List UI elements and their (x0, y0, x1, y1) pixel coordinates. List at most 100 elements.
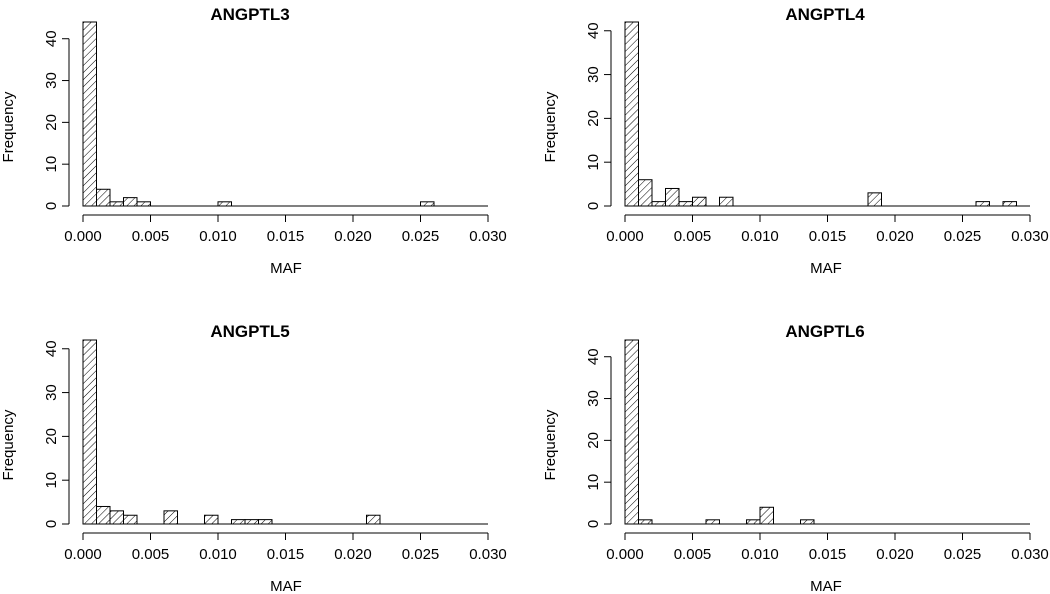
x-tick-label: 0.015 (267, 546, 305, 563)
y-tick-label: 10 (585, 154, 602, 171)
x-tick-label: 0.015 (267, 228, 305, 245)
y-tick-label: 0 (43, 202, 60, 210)
histogram-bar (975, 201, 990, 207)
x-tick-label: 0.030 (1011, 228, 1049, 245)
y-tick-label: 0 (43, 520, 60, 528)
histogram-bar (96, 505, 111, 525)
x-tick-label: 0.025 (944, 546, 982, 563)
histogram-bar (82, 339, 97, 525)
histogram-bar (624, 21, 639, 207)
histogram-bar (123, 514, 138, 525)
histogram-bar (651, 201, 666, 207)
y-axis-label: Frequency (0, 91, 17, 162)
histogram-bar (204, 514, 219, 525)
histogram-bar (244, 519, 259, 525)
bar-group (82, 21, 488, 207)
y-tick-label: 10 (43, 156, 60, 173)
x-tick-label: 0.015 (809, 546, 847, 563)
panel-title: ANGPTL3 (210, 5, 289, 24)
x-tick-label: 0.000 (606, 546, 644, 563)
x-tick-label: 0.025 (402, 228, 440, 245)
histogram-bar (420, 201, 435, 207)
histogram-bar (678, 201, 693, 207)
histogram-bar (123, 197, 138, 207)
histogram-bar (109, 201, 124, 207)
y-tick-label: 30 (585, 390, 602, 407)
x-tick-label: 0.005 (674, 546, 712, 563)
y-tick-label: 20 (43, 114, 60, 131)
histogram-bar (366, 514, 381, 525)
x-axis-label: MAF (810, 578, 842, 594)
y-axis-label: Frequency (542, 409, 559, 480)
bar-group (624, 339, 1030, 525)
y-tick-label: 20 (585, 110, 602, 127)
x-tick-label: 0.000 (64, 546, 102, 563)
x-axis-label: MAF (270, 578, 302, 594)
axes: 0.000 0.005 0.010 0.015 0.020 0.025 0.030 0 10 20… (43, 30, 507, 245)
y-tick-label: 30 (585, 66, 602, 83)
histogram-bar (867, 192, 882, 207)
x-tick-label: 0.030 (1011, 546, 1049, 563)
y-tick-label: 30 (43, 384, 60, 401)
x-tick-label: 0.005 (674, 228, 712, 245)
y-tick-label: 30 (43, 72, 60, 89)
x-tick-label: 0.020 (334, 546, 372, 563)
histogram-bar (258, 519, 273, 525)
x-tick-label: 0.025 (944, 228, 982, 245)
histogram-bar (96, 188, 111, 207)
axes: 0.000 0.005 0.010 0.015 0.020 0.025 0.030 0 10 20… (585, 348, 1049, 563)
histogram-bar (692, 196, 707, 207)
histogram-bar (109, 510, 124, 525)
histogram-bar (163, 510, 178, 525)
x-tick-label: 0.010 (199, 546, 237, 563)
panel-angptl4: ANGPTL4 MAF Frequency 0.000 0.005 0.010 0.0… (542, 5, 1049, 277)
y-tick-label: 10 (43, 472, 60, 489)
x-tick-label: 0.015 (809, 228, 847, 245)
x-tick-label: 0.025 (402, 546, 440, 563)
x-tick-label: 0.020 (876, 546, 914, 563)
y-tick-label: 20 (43, 428, 60, 445)
histogram-bar (800, 519, 815, 525)
x-tick-label: 0.030 (469, 228, 507, 245)
histogram-bar (624, 339, 639, 525)
panel-title: ANGPTL4 (785, 5, 865, 24)
y-tick-label: 40 (43, 30, 60, 47)
x-tick-label: 0.005 (132, 228, 170, 245)
x-tick-label: 0.000 (606, 228, 644, 245)
axes: 0.000 0.005 0.010 0.015 0.020 0.025 0.030 0 10 20… (585, 22, 1049, 245)
x-tick-label: 0.010 (741, 546, 779, 563)
histogram-bar (665, 187, 680, 207)
histogram-bar (231, 519, 246, 525)
y-tick-label: 0 (585, 202, 602, 210)
histogram-bar (759, 506, 774, 525)
histogram-bar (82, 21, 97, 207)
axes: 0.000 0.005 0.010 0.015 0.020 0.025 0.030 0 10 20… (43, 340, 507, 563)
bar-group (624, 21, 1030, 207)
y-tick-label: 20 (585, 432, 602, 449)
histogram-bar (705, 519, 720, 525)
x-tick-label: 0.000 (64, 228, 102, 245)
histogram-bar (638, 519, 653, 525)
x-tick-label: 0.020 (334, 228, 372, 245)
panel-angptl5: ANGPTL5 MAF Frequency 0.000 0.005 0.010 0.0… (0, 322, 507, 594)
x-tick-label: 0.020 (876, 228, 914, 245)
y-axis-label: Frequency (542, 91, 559, 162)
bar-group (82, 339, 488, 525)
histogram-bar (719, 196, 734, 207)
y-tick-label: 10 (585, 474, 602, 491)
panel-title: ANGPTL6 (785, 322, 864, 341)
histogram-bar (746, 519, 761, 525)
histogram-bar (638, 179, 653, 207)
x-tick-label: 0.010 (741, 228, 779, 245)
panel-angptl6: ANGPTL6 MAF Frequency 0.000 0.005 0.010 0.0… (542, 322, 1049, 594)
x-tick-label: 0.010 (199, 228, 237, 245)
panel-title: ANGPTL5 (210, 322, 289, 341)
y-tick-label: 40 (43, 340, 60, 357)
histogram-bar (1002, 201, 1017, 207)
y-tick-label: 40 (585, 22, 602, 39)
x-axis-label: MAF (270, 260, 302, 277)
y-axis-label: Frequency (0, 409, 17, 480)
histogram-bar (136, 201, 151, 207)
y-tick-label: 0 (585, 520, 602, 528)
